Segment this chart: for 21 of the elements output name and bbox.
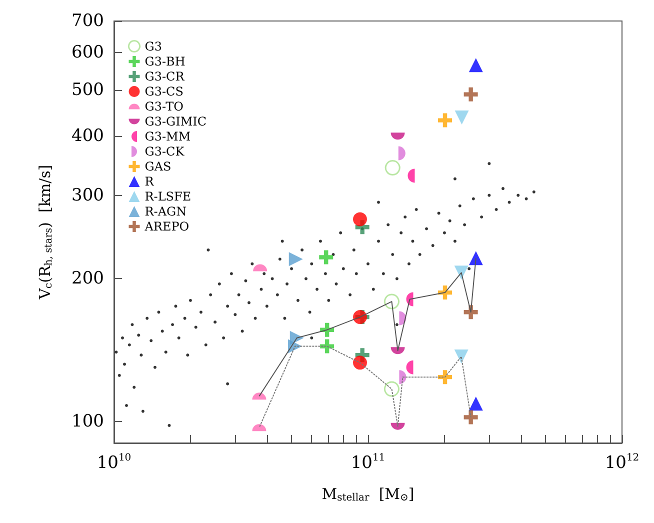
legend-label: G3-CK bbox=[144, 144, 186, 158]
legend-label: G3-MM bbox=[144, 130, 191, 144]
legend-label: G3-TO bbox=[144, 100, 184, 114]
legend-label: G3 bbox=[144, 39, 162, 54]
y-tick-label: 400 bbox=[72, 126, 104, 146]
legend-label: G3-CS bbox=[144, 84, 184, 98]
legend-label: R-LSFE bbox=[144, 190, 192, 204]
y-tick-label: 600 bbox=[72, 42, 104, 63]
legend-label: G3-BH bbox=[144, 54, 186, 68]
legend-label: G3-CR bbox=[144, 70, 186, 84]
y-tick-label: 100 bbox=[72, 411, 104, 432]
legend-label: R-AGN bbox=[144, 204, 187, 218]
legend-label: GAS bbox=[144, 160, 172, 174]
legend-label: R bbox=[144, 174, 155, 188]
y-tick-label: 300 bbox=[72, 185, 104, 206]
legend-label: AREPO bbox=[144, 220, 190, 234]
y-tick-label: 200 bbox=[72, 268, 104, 289]
legend-label: G3-GIMIC bbox=[144, 114, 207, 128]
y-axis-title: Vc(Rh, stars) [km/s] bbox=[36, 164, 54, 300]
y-tick-label: 700 bbox=[72, 11, 104, 31]
y-tick-label: 500 bbox=[72, 80, 104, 100]
